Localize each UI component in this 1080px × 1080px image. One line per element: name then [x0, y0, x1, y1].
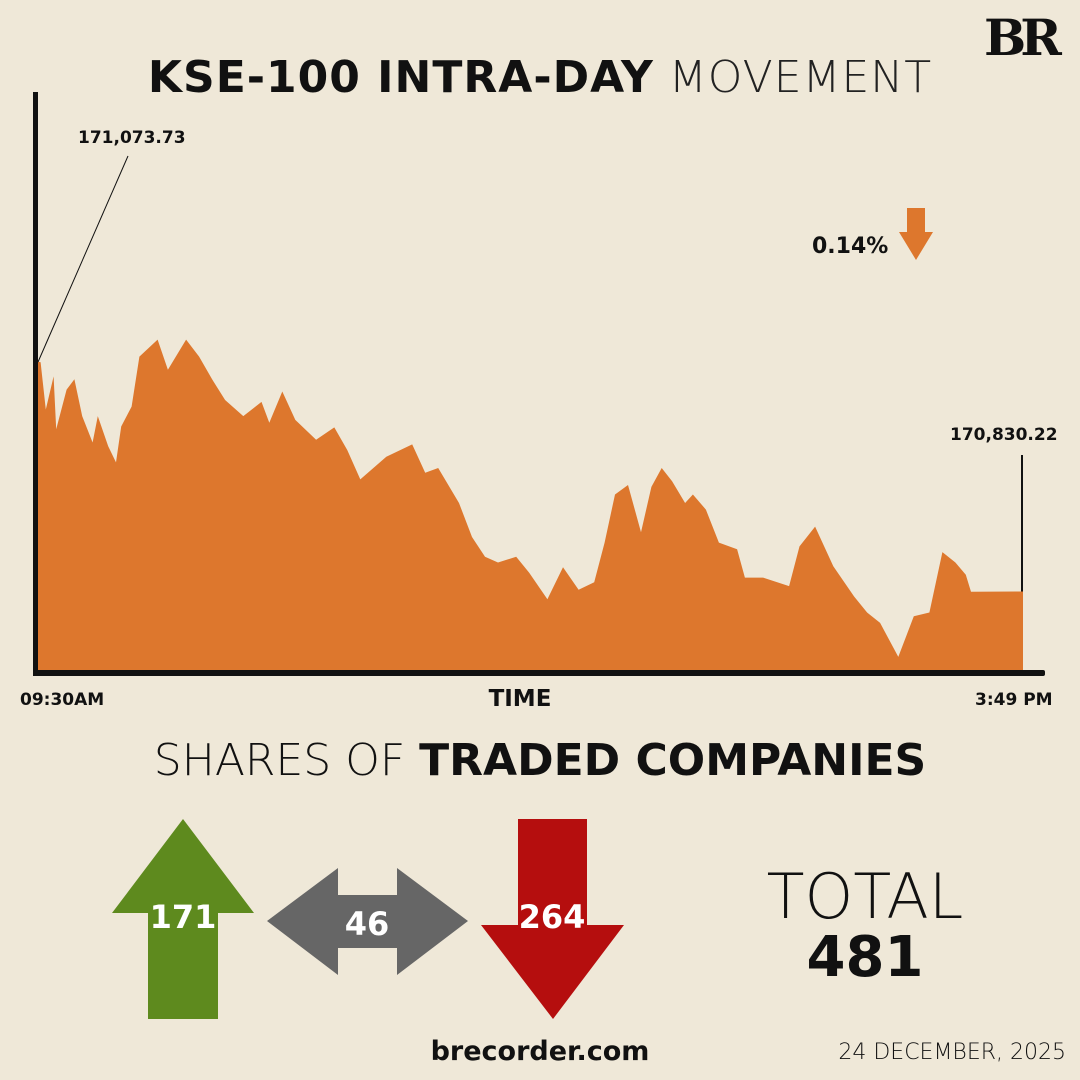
- declined-count: 264: [518, 898, 586, 936]
- date-label: 24 DECEMBER, 2025: [838, 1040, 1066, 1065]
- title-bold: KSE-100 INTRA-DAY: [147, 52, 654, 103]
- x-axis: [33, 670, 1045, 676]
- x-end-label: 3:49 PM: [975, 690, 1053, 710]
- index-area: [38, 339, 1023, 672]
- y-axis: [33, 92, 38, 676]
- arrow-up-icon: [112, 819, 254, 1019]
- x-start-label: 09:30AM: [20, 690, 105, 710]
- total-label: TOTAL: [766, 860, 964, 933]
- close-value-label: 170,830.22: [950, 425, 1058, 445]
- total-value: 481: [806, 925, 924, 990]
- site-link[interactable]: brecorder.com: [430, 1036, 650, 1067]
- open-leader-line: [37, 155, 129, 363]
- arrow-down-icon: [899, 208, 933, 260]
- shares-title-bold: TRADED COMPANIES: [419, 735, 927, 786]
- advanced-count: 171: [149, 898, 217, 936]
- arrow-down-icon: [481, 819, 624, 1019]
- double-arrow-icon: [267, 868, 468, 975]
- x-axis-label: TIME: [488, 686, 552, 712]
- unchanged-count: 46: [344, 905, 390, 943]
- br-logo: BR: [984, 8, 1062, 67]
- shares-title-light: SHARES OF: [153, 735, 420, 786]
- open-value-label: 171,073.73: [78, 128, 186, 148]
- shares-title: SHARES OF TRADED COMPANIES: [0, 735, 1080, 786]
- change-percent: 0.14%: [812, 234, 889, 259]
- title-light: MOVEMENT: [653, 52, 933, 103]
- page-title: KSE-100 INTRA-DAY MOVEMENT: [0, 52, 1080, 103]
